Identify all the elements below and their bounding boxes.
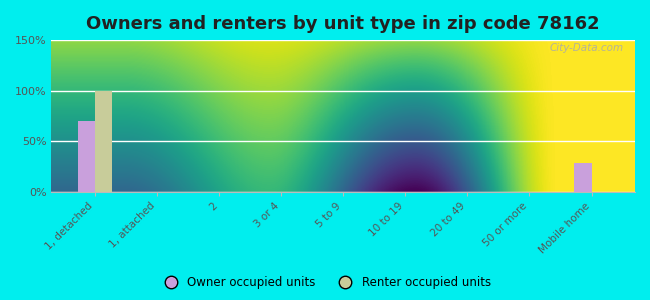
Bar (95, 91, 112, 191)
Text: City-Data.com: City-Data.com (549, 43, 623, 53)
Legend: Owner occupied units, Renter occupied units: Owner occupied units, Renter occupied un… (154, 272, 496, 294)
Title: Owners and renters by unit type in zip code 78162: Owners and renters by unit type in zip c… (86, 15, 600, 33)
Bar (574, 163, 592, 191)
Bar (77, 121, 95, 191)
